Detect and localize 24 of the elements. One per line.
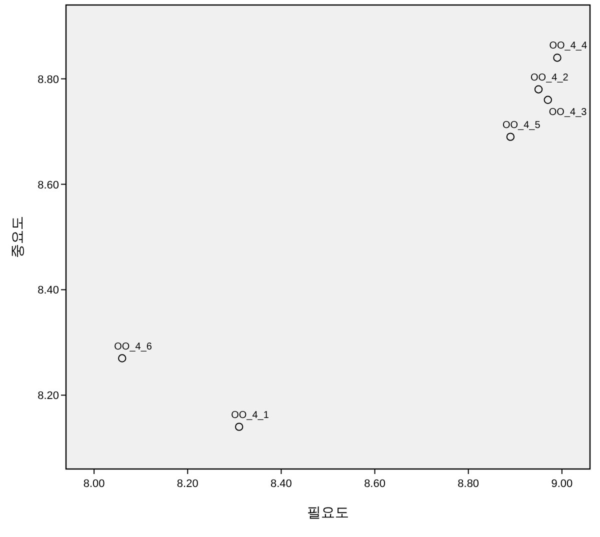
annotation: OO_4_4: [549, 40, 588, 52]
x-axis-title: 필요도: [307, 504, 349, 520]
point: [118, 354, 126, 362]
point: [235, 422, 244, 431]
point: [544, 96, 552, 104]
y-tick-label: 8.40: [38, 284, 59, 297]
annotation: OO_4_5: [502, 120, 541, 131]
point: [553, 54, 562, 62]
y-tick-label: 8.80: [38, 74, 59, 86]
annotation: OO_4_3: [548, 106, 588, 118]
x-tick-label: 8.00: [83, 478, 105, 490]
x-tick-label: 9.00: [551, 478, 573, 490]
annotation: OO_4_6: [114, 341, 152, 352]
point: [534, 85, 543, 94]
y-tick-label: 8.20: [38, 390, 59, 402]
y-tick-label: 8.60: [38, 179, 59, 192]
x-tick-label: 8.40: [270, 478, 292, 490]
x-tick-label: 8.60: [364, 478, 386, 490]
annotation: OO_4_2: [530, 72, 569, 84]
point: [506, 132, 515, 141]
x-tick-label: 8.20: [176, 478, 198, 490]
y-axis-title: 중요도: [9, 216, 25, 258]
x-tick-label: 8.80: [458, 478, 480, 490]
annotation: OO_4_1: [231, 410, 270, 421]
